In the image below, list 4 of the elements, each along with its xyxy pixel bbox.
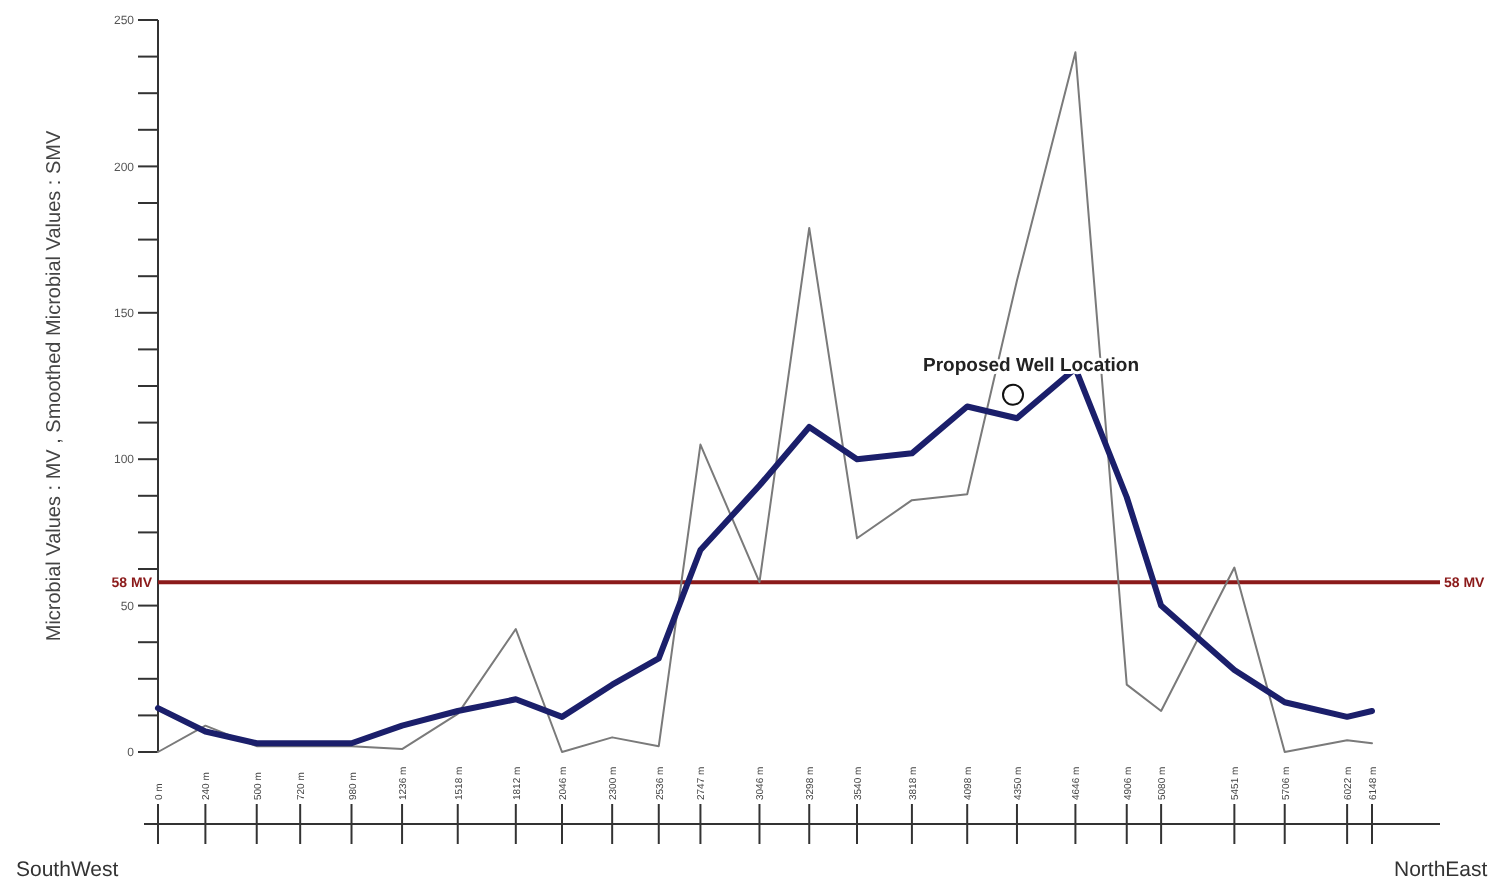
text: SouthWest: [16, 858, 119, 882]
y-axis-title: Microbial Values : MV , Smoothed Microbial Values : SMV: [44, 130, 66, 642]
line-series: [157, 51, 1373, 753]
text: NorthEast: [1394, 858, 1488, 882]
